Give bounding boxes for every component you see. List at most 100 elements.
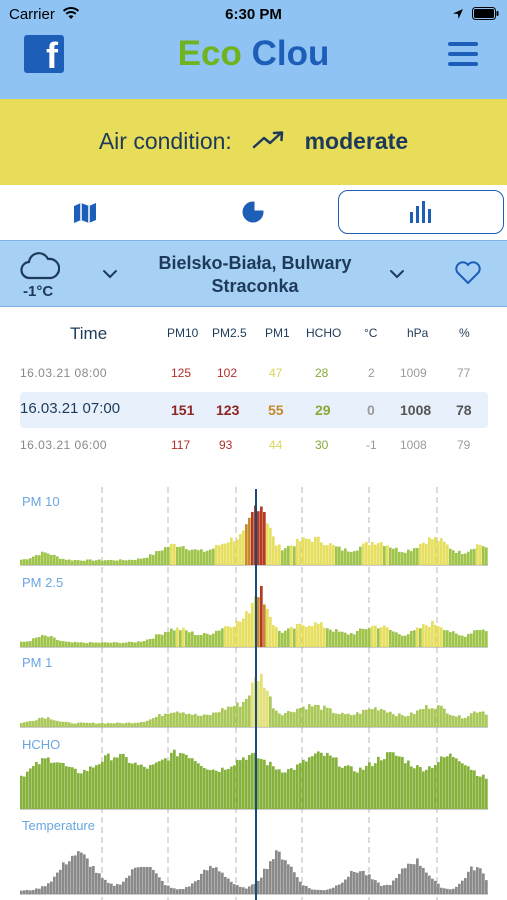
history-bar bbox=[86, 771, 89, 809]
history-bar bbox=[266, 765, 269, 809]
history-bar bbox=[335, 757, 338, 809]
history-bar bbox=[176, 756, 179, 809]
history-bar bbox=[428, 626, 431, 647]
history-bar bbox=[98, 642, 101, 647]
history-bar bbox=[335, 629, 338, 647]
history-bar bbox=[242, 887, 245, 894]
history-bar bbox=[275, 710, 278, 727]
history-bar bbox=[158, 550, 161, 565]
history-bar bbox=[167, 885, 170, 894]
history-bar bbox=[461, 880, 464, 894]
tab-map[interactable] bbox=[40, 190, 130, 234]
tab-pie[interactable] bbox=[210, 190, 300, 234]
history-bar bbox=[359, 767, 362, 809]
chevron-down-icon[interactable] bbox=[389, 266, 405, 284]
history-bar bbox=[116, 757, 119, 809]
history-bar bbox=[212, 868, 215, 894]
history-bar bbox=[479, 776, 482, 809]
history-bar bbox=[422, 624, 425, 647]
history-bar bbox=[59, 640, 62, 647]
history-bar bbox=[305, 761, 308, 809]
chart-label-pm25: PM 2.5 bbox=[22, 575, 64, 590]
table-row-selected[interactable]: 16.03.21 07:00 151 123 55 29 0 1008 78 bbox=[20, 392, 488, 428]
history-bar bbox=[215, 867, 218, 894]
history-bar bbox=[191, 883, 194, 894]
chevron-down-icon[interactable] bbox=[102, 266, 118, 284]
history-bar bbox=[44, 635, 47, 647]
history-bar bbox=[284, 630, 287, 647]
history-bar bbox=[101, 642, 104, 647]
history-bar bbox=[473, 548, 476, 565]
history-bar bbox=[113, 723, 116, 727]
history-bar bbox=[92, 560, 95, 565]
history-bar bbox=[47, 757, 50, 809]
history-bar bbox=[230, 706, 233, 727]
history-bar bbox=[122, 723, 125, 727]
station-selector[interactable]: Bielsko-Biała, Bulwary Straconka bbox=[140, 252, 370, 298]
history-bar bbox=[455, 553, 458, 565]
history-bar bbox=[431, 620, 434, 647]
history-bar bbox=[50, 881, 53, 894]
history-bar bbox=[473, 870, 476, 894]
history-bar bbox=[461, 718, 464, 727]
history-bar bbox=[413, 864, 416, 894]
history-bar bbox=[329, 708, 332, 727]
history-bar bbox=[317, 751, 320, 809]
history-bar bbox=[131, 723, 134, 727]
history-bar bbox=[293, 712, 296, 727]
tab-bar-chart[interactable] bbox=[338, 190, 504, 234]
history-bar bbox=[296, 538, 299, 565]
history-bar bbox=[386, 627, 389, 647]
history-bar bbox=[110, 883, 113, 894]
history-bar bbox=[299, 623, 302, 647]
history-bar bbox=[458, 883, 461, 894]
location-bar: -1°C Bielsko-Biała, Bulwary Straconka bbox=[0, 240, 507, 307]
location-services-icon bbox=[452, 7, 464, 24]
history-bar bbox=[197, 550, 200, 565]
history-bar bbox=[20, 890, 23, 894]
history-bar bbox=[437, 762, 440, 809]
history-bar bbox=[224, 543, 227, 565]
history-bar bbox=[389, 752, 392, 809]
history-bar bbox=[269, 861, 272, 894]
history-bar bbox=[224, 769, 227, 809]
history-bar bbox=[371, 879, 374, 894]
history-bar bbox=[461, 763, 464, 809]
history-bar bbox=[359, 546, 362, 565]
history-bar bbox=[299, 541, 302, 565]
history-charts[interactable]: PM 10 PM 2.5 PM 1 HCHO Temperature bbox=[0, 487, 507, 900]
history-bar bbox=[263, 512, 266, 565]
table-row[interactable]: 16.03.21 06:00 117 93 44 30 -1 1008 79 bbox=[20, 438, 471, 452]
facebook-button[interactable]: f bbox=[24, 35, 64, 76]
history-bar bbox=[320, 890, 323, 894]
history-bar bbox=[158, 877, 161, 894]
history-bar bbox=[128, 559, 131, 565]
history-bar bbox=[35, 637, 38, 647]
history-bar bbox=[260, 673, 263, 727]
chart-label-pm1: PM 1 bbox=[22, 655, 53, 670]
history-bar bbox=[140, 558, 143, 565]
history-bar bbox=[149, 764, 152, 809]
history-bar bbox=[455, 633, 458, 647]
hamburger-menu-icon[interactable] bbox=[448, 42, 478, 66]
history-bar bbox=[329, 755, 332, 809]
history-bar bbox=[92, 722, 95, 727]
history-bar bbox=[404, 868, 407, 894]
history-bar bbox=[149, 719, 152, 727]
favorite-heart-icon[interactable] bbox=[454, 260, 482, 290]
header-humidity: % bbox=[459, 326, 470, 340]
map-icon bbox=[74, 203, 96, 223]
history-bar bbox=[59, 762, 62, 809]
history-bar bbox=[470, 713, 473, 727]
history-bar bbox=[371, 541, 374, 565]
history-bar bbox=[344, 765, 347, 809]
table-row[interactable]: 16.03.21 08:00 125 102 47 28 2 1009 77 bbox=[20, 366, 471, 380]
history-bar bbox=[164, 758, 167, 809]
history-bar bbox=[242, 701, 245, 727]
history-bar bbox=[482, 774, 485, 809]
history-bar bbox=[104, 723, 107, 727]
history-bar bbox=[434, 537, 437, 565]
history-bar bbox=[68, 641, 71, 647]
history-bar bbox=[335, 713, 338, 727]
